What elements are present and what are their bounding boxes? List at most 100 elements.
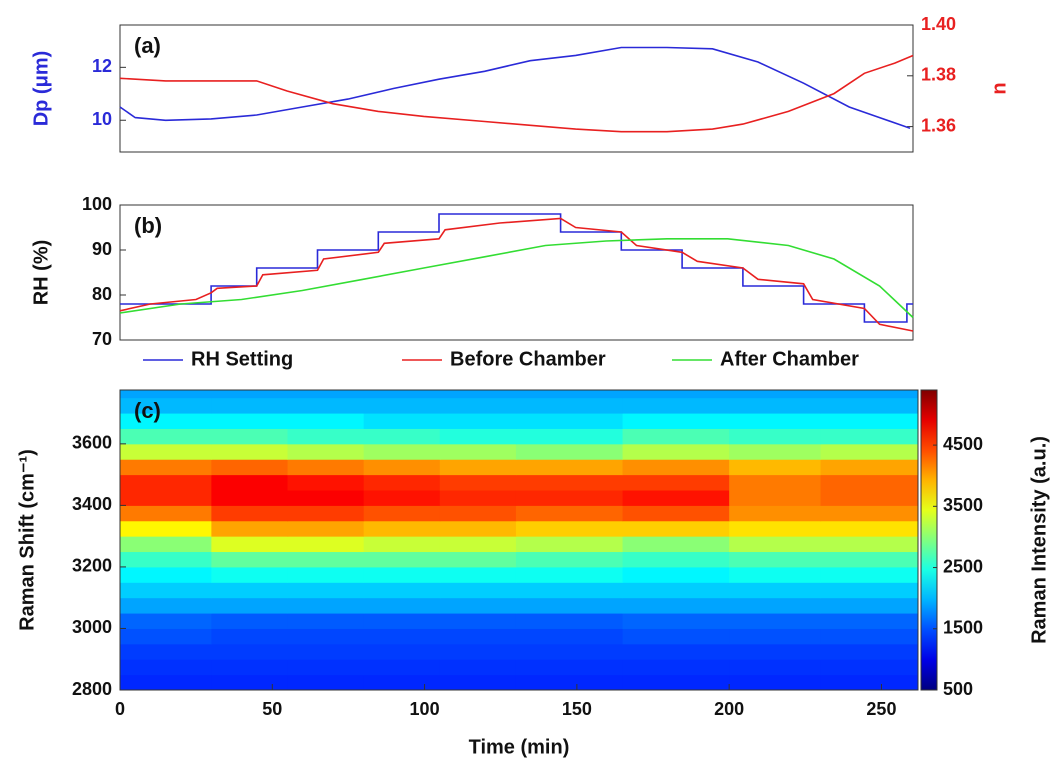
heat-cell xyxy=(363,643,441,660)
heat-cell xyxy=(439,505,517,522)
heat-cell xyxy=(729,474,822,491)
heat-cell xyxy=(211,443,289,460)
heat-cell xyxy=(287,659,365,676)
heat-cell xyxy=(120,428,212,445)
y2-tick-label: 1.36 xyxy=(921,115,956,135)
heat-cell xyxy=(622,643,730,660)
heat-cell xyxy=(820,613,919,629)
heat-cell xyxy=(820,643,919,660)
y2-tick-label: 1.38 xyxy=(921,65,956,85)
heat-cell xyxy=(211,643,289,660)
heat-cell xyxy=(287,490,365,506)
colorbar-label: Raman Intensity (a.u.) xyxy=(1028,436,1050,644)
heat-cell xyxy=(120,390,212,399)
y-tick-label: 2800 xyxy=(72,679,112,699)
heat-cell xyxy=(287,551,365,568)
heat-cell xyxy=(515,566,624,583)
heat-cell xyxy=(211,505,289,522)
heat-cell xyxy=(439,582,517,599)
heat-cell xyxy=(622,520,730,537)
heat-cell xyxy=(363,443,441,460)
heat-cell xyxy=(287,520,365,537)
heat-cell xyxy=(729,413,822,429)
heat-cell xyxy=(363,397,441,414)
x-tick-label: 50 xyxy=(262,699,282,719)
y-tick-label: 80 xyxy=(92,284,112,304)
heat-cell xyxy=(439,428,517,445)
heat-cell xyxy=(211,474,289,491)
heat-cell xyxy=(363,613,441,629)
y-tick-label: 3000 xyxy=(72,617,112,637)
heat-cell xyxy=(515,582,624,599)
heat-cell xyxy=(729,597,822,614)
colorbar-tick-label: 500 xyxy=(943,679,973,699)
heat-cell xyxy=(287,597,365,614)
heat-cell xyxy=(211,536,289,553)
heat-cell xyxy=(363,551,441,568)
heat-cell xyxy=(729,390,822,399)
legend-label: RH Setting xyxy=(191,348,293,370)
heat-cell xyxy=(820,459,919,476)
heat-cell xyxy=(363,428,441,445)
heat-cell xyxy=(439,566,517,583)
heat-cell xyxy=(729,520,822,537)
heat-cell xyxy=(287,390,365,399)
heat-cell xyxy=(287,413,365,429)
series-line xyxy=(120,213,913,323)
heat-cell xyxy=(622,597,730,614)
heat-cell xyxy=(363,536,441,553)
heat-cell xyxy=(622,566,730,583)
heat-cell xyxy=(515,551,624,568)
heat-cell xyxy=(211,659,289,676)
y-tick-label: 12 xyxy=(92,56,112,76)
heat-cell xyxy=(211,674,289,691)
heat-cell xyxy=(439,443,517,460)
heat-cell xyxy=(622,505,730,522)
heat-cell xyxy=(729,397,822,414)
heat-cell xyxy=(120,474,212,491)
heat-cell xyxy=(211,428,289,445)
heat-cell xyxy=(515,643,624,660)
y-axis-label: RH (%) xyxy=(30,240,52,306)
y-tick-label: 90 xyxy=(92,239,112,259)
panel-label: (a) xyxy=(134,33,161,58)
heat-cell xyxy=(363,628,441,645)
legend-label: Before Chamber xyxy=(450,348,606,370)
heat-cell xyxy=(363,474,441,491)
heat-cell xyxy=(287,428,365,445)
heat-cell xyxy=(622,582,730,599)
panel: 70 80 90 100 RH Setting Before Chamber After C… xyxy=(30,194,914,370)
heat-cell xyxy=(622,659,730,676)
x-tick-label: 100 xyxy=(410,699,440,719)
y-tick-label: 3600 xyxy=(72,433,112,453)
series-line xyxy=(119,238,914,319)
heat-cell xyxy=(820,474,919,491)
panel-label: (c) xyxy=(134,398,161,423)
heat-cell xyxy=(515,390,624,399)
heat-cell xyxy=(515,474,624,491)
heat-cell xyxy=(120,459,212,476)
series-line xyxy=(119,54,914,133)
heat-cell xyxy=(439,390,517,399)
heat-cell xyxy=(287,613,365,629)
heat-cell xyxy=(363,390,441,399)
heat-cell xyxy=(820,566,919,583)
heat-cell xyxy=(820,674,919,691)
heat-cell xyxy=(820,428,919,445)
heat-cell xyxy=(287,566,365,583)
heat-cell xyxy=(287,674,365,691)
colorbar-tick-label: 1500 xyxy=(943,618,983,638)
heat-cell xyxy=(363,582,441,599)
y-axis-label: Raman Shift (cm⁻¹) xyxy=(16,449,38,631)
heat-cell xyxy=(439,628,517,645)
heat-cell xyxy=(515,505,624,522)
heat-cell xyxy=(363,597,441,614)
heat-cell xyxy=(515,659,624,676)
series-line xyxy=(119,46,911,129)
x-tick-label: 250 xyxy=(866,699,896,719)
heat-cell xyxy=(363,413,441,429)
heat-cell xyxy=(120,551,212,568)
heat-cell xyxy=(820,628,919,645)
